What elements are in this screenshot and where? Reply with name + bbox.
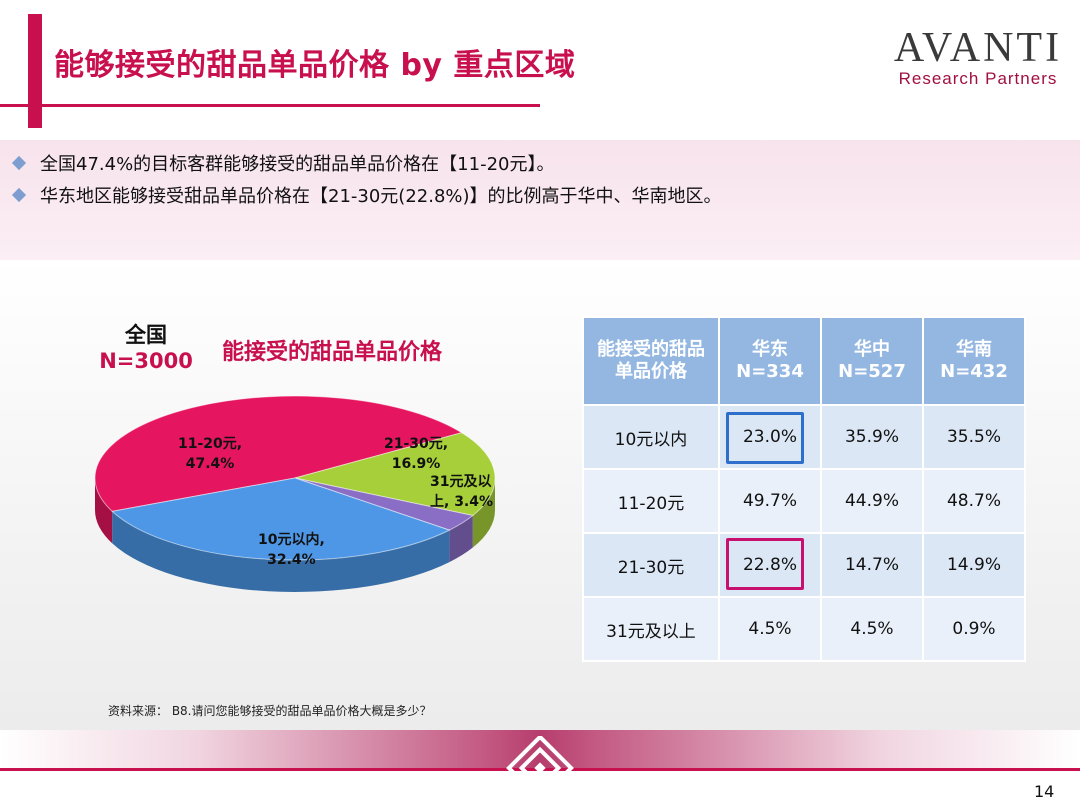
table-cell: 48.7%: [922, 468, 1026, 534]
page-number: 14: [1034, 782, 1055, 801]
header-cell-category: 能接受的甜品 单品价格: [582, 316, 720, 406]
header-accent-bar: [28, 14, 42, 128]
table-row: 31元及以上 4.5% 4.5% 0.9%: [582, 596, 1026, 662]
highlight-box-east-under-10: [726, 412, 804, 464]
table-cell: 44.9%: [820, 468, 924, 534]
slice-label-11-20: 11-20元, 47.4%: [178, 434, 242, 474]
slice-label-11-20-value: 47.4%: [185, 456, 235, 472]
pie-region-label: 全国 N=3000: [96, 322, 196, 374]
footer-emblem-icon: [506, 736, 574, 800]
table-cell: 49.7%: [718, 468, 822, 534]
slice-label-21-30-value: 16.9%: [391, 456, 441, 472]
row-label: 21-30元: [582, 532, 720, 598]
header-text: N=334: [736, 361, 804, 382]
table-row: 21-30元 22.8% 14.7% 14.9%: [582, 532, 1026, 598]
header-text: 华南: [956, 339, 992, 360]
pie-slice-21-30-side: [472, 478, 495, 548]
pie-slice-11-20: [94, 395, 463, 512]
table-cell: 35.5%: [922, 404, 1026, 470]
logo-sub-text: Research Partners: [898, 69, 1058, 88]
pie-region-name: 全国: [125, 323, 167, 347]
bullet-1: 全国47.4%的目标客群能够接受的甜品单品价格在【11-20元】。: [11, 150, 555, 176]
slice-label-under-10-name: 10元以内,: [258, 532, 325, 548]
source-note: 资料来源： B8.请问您能够接受的甜品单品价格大概是多少？: [108, 704, 432, 718]
table-row: 10元以内 23.0% 35.9% 35.5%: [582, 404, 1026, 470]
slice-label-21-30-name: 21-30元,: [384, 436, 449, 452]
table-cell: 23.0%: [718, 404, 822, 470]
pie-slice-11-20-side: [95, 478, 113, 544]
price-by-region-table: 能接受的甜品 单品价格 华东 N=334 华中 N=527 华南 N=432 10元以内…: [582, 316, 1026, 662]
header-cell-central: 华中 N=527: [820, 316, 924, 406]
slice-label-21-30: 21-30元, 16.9%: [384, 434, 448, 474]
title-underline: [46, 104, 540, 107]
pie-slice-21-30: [294, 432, 496, 517]
header-text: 华中: [854, 339, 890, 360]
diamond-bullet-icon: [11, 187, 27, 203]
pie-sample-size: N=3000: [99, 349, 193, 373]
table-header-row: 能接受的甜品 单品价格 华东 N=334 华中 N=527 华南 N=432: [582, 316, 1026, 406]
pie-slice-under-10: [111, 477, 451, 561]
pie-chart: [94, 395, 496, 592]
slice-label-11-20-name: 11-20元,: [178, 436, 243, 452]
table-cell: 4.5%: [820, 596, 924, 662]
slice-label-31-plus-line2: 上, 3.4%: [430, 494, 494, 510]
slice-label-under-10: 10元以内, 32.4%: [258, 530, 325, 570]
header-text: 华东: [752, 339, 788, 360]
table-row: 11-20元 49.7% 44.9% 48.7%: [582, 468, 1026, 534]
header-text: 能接受的甜品: [597, 339, 705, 360]
header-cell-east: 华东 N=334: [718, 316, 822, 406]
bullet-2: 华东地区能够接受甜品单品价格在【21-30元(22.8%)】的比例高于华中、华南…: [11, 182, 722, 208]
page-title: 能够接受的甜品单品价格 by 重点区域: [54, 48, 576, 83]
slice-label-under-10-value: 32.4%: [267, 552, 316, 568]
header-text: N=527: [838, 361, 906, 382]
pie-top-group: [94, 395, 496, 561]
diamond-bullet-icon: [11, 155, 27, 171]
header-text: 单品价格: [615, 361, 687, 382]
table-cell: 35.9%: [820, 404, 924, 470]
row-label: 31元及以上: [582, 596, 720, 662]
avanti-logo: AVANTI Research Partners: [888, 26, 1068, 88]
row-label: 10元以内: [582, 404, 720, 470]
highlight-box-east-21-30: [726, 538, 804, 590]
header-accent-line-left: [0, 104, 46, 107]
header-cell-south: 华南 N=432: [922, 316, 1026, 406]
pie-chart-title: 能接受的甜品单品价格: [222, 340, 443, 365]
slice-label-31-plus: 31元及以 上, 3.4%: [430, 472, 493, 512]
summary-panel: 全国47.4%的目标客群能够接受的甜品单品价格在【11-20元】。 华东地区能够…: [0, 140, 1080, 260]
table-cell: 14.9%: [922, 532, 1026, 598]
pie-side-group: [95, 478, 495, 592]
header-text: N=432: [940, 361, 1008, 382]
slice-label-31-plus-line1: 31元及以: [430, 474, 492, 490]
logo-main-text: AVANTI: [893, 25, 1063, 71]
pie-slice-under-10-side: [112, 511, 450, 592]
row-label: 11-20元: [582, 468, 720, 534]
table-cell: 0.9%: [922, 596, 1026, 662]
bullet-2-text: 华东地区能够接受甜品单品价格在【21-30元(22.8%)】的比例高于华中、华南…: [40, 186, 722, 207]
bullet-1-text: 全国47.4%的目标客群能够接受的甜品单品价格在【11-20元】。: [40, 154, 555, 175]
table-cell: 4.5%: [718, 596, 822, 662]
table-cell: 14.7%: [820, 532, 924, 598]
